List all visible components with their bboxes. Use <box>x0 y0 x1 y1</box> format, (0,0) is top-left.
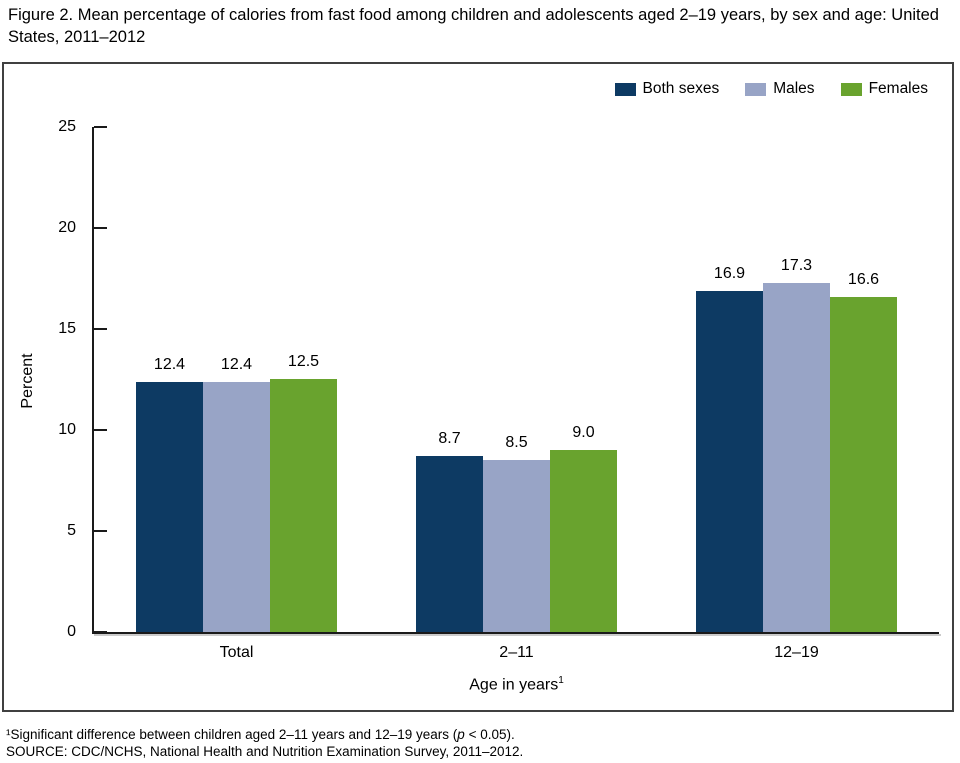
legend-item: Both sexes <box>614 80 720 98</box>
figure-title: Figure 2. Mean percentage of calories fr… <box>8 6 939 46</box>
y-axis-tick-label: 15 <box>58 320 76 337</box>
footnotes: ¹Significant difference between children… <box>6 726 523 761</box>
legend: Both sexes Males Females <box>614 80 928 98</box>
bar <box>763 283 830 632</box>
y-axis-tick-label: 25 <box>58 118 76 135</box>
bar <box>416 456 483 632</box>
bar-value-label: 8.5 <box>505 434 528 451</box>
x-axis-line <box>92 632 939 634</box>
legend-item: Females <box>840 80 928 98</box>
bar <box>203 382 270 632</box>
chart-frame: Both sexes Males Females Percent Age in ye… <box>2 62 954 712</box>
bar-value-label: 12.4 <box>220 356 253 373</box>
x-axis-category-label: Total <box>219 644 254 661</box>
y-axis-tick-label: 10 <box>58 421 76 438</box>
x-axis-title-text: Age in years <box>469 676 559 694</box>
bar-value-label: 8.7 <box>438 430 461 447</box>
legend-item: Males <box>745 80 815 98</box>
legend-label: Males <box>773 80 815 97</box>
bar-value-label: 12.4 <box>153 356 186 373</box>
y-axis-tick <box>94 227 107 229</box>
footnote-p-symbol: p <box>457 727 465 742</box>
footnote-significance: ¹Significant difference between children… <box>6 726 523 743</box>
bar <box>483 460 550 632</box>
plot-area: Age in years1 0 5 10 15 20 25 12.4 12.4 12.5 Tota… <box>58 118 939 693</box>
footnote-text-suffix: < 0.05). <box>464 727 515 742</box>
y-axis-tick <box>94 631 107 633</box>
bar <box>136 382 203 632</box>
legend-label: Females <box>868 80 928 97</box>
x-axis-title: Age in years1 <box>94 675 939 694</box>
bar-value-label: 16.9 <box>713 265 746 282</box>
x-axis-category-label: 2–11 <box>499 644 534 661</box>
legend-swatch <box>745 82 767 96</box>
y-axis-tick <box>94 530 107 532</box>
legend-swatch <box>840 82 862 96</box>
bar <box>270 379 337 632</box>
y-axis-tick-label: 0 <box>67 623 76 640</box>
bar-value-label: 17.3 <box>780 257 813 274</box>
footnote-text-prefix: ¹Significant difference between children… <box>6 727 458 742</box>
bar <box>696 291 763 632</box>
bar-value-label: 16.6 <box>847 271 880 288</box>
footnote-source: SOURCE: CDC/NCHS, National Health and Nu… <box>6 744 524 760</box>
y-axis-tick <box>94 328 107 330</box>
y-axis-tick-label: 5 <box>67 522 76 539</box>
y-axis-title: Percent <box>19 353 36 409</box>
y-axis-tick <box>94 429 107 431</box>
y-axis-tick-label: 20 <box>58 219 76 236</box>
x-axis-title-superscript: 1 <box>558 675 564 686</box>
bar <box>550 450 617 632</box>
legend-label: Both sexes <box>642 80 720 97</box>
bar-value-label: 12.5 <box>287 353 320 370</box>
bar <box>830 297 897 632</box>
bar-value-label: 9.0 <box>572 424 595 441</box>
x-axis-category-label: 12–19 <box>774 644 819 661</box>
y-axis-tick <box>94 126 107 128</box>
legend-swatch <box>614 82 636 96</box>
